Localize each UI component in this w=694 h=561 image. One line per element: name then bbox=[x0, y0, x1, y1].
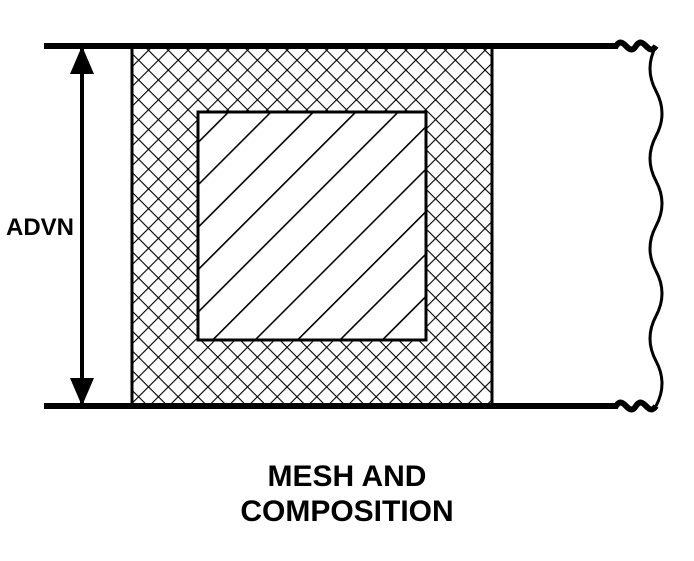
composition-inner-square bbox=[198, 112, 426, 340]
diagram-stage: ADVN MESH AND COMPOSITION bbox=[0, 0, 694, 561]
dimension-arrow-top bbox=[70, 46, 94, 74]
dimension-arrow-bottom bbox=[70, 378, 94, 406]
caption: MESH AND COMPOSITION bbox=[0, 460, 694, 529]
caption-line-2: COMPOSITION bbox=[240, 495, 453, 528]
caption-line-1: MESH AND bbox=[268, 460, 427, 493]
right-break-line bbox=[650, 46, 662, 406]
dimension-label: ADVN bbox=[6, 214, 74, 242]
